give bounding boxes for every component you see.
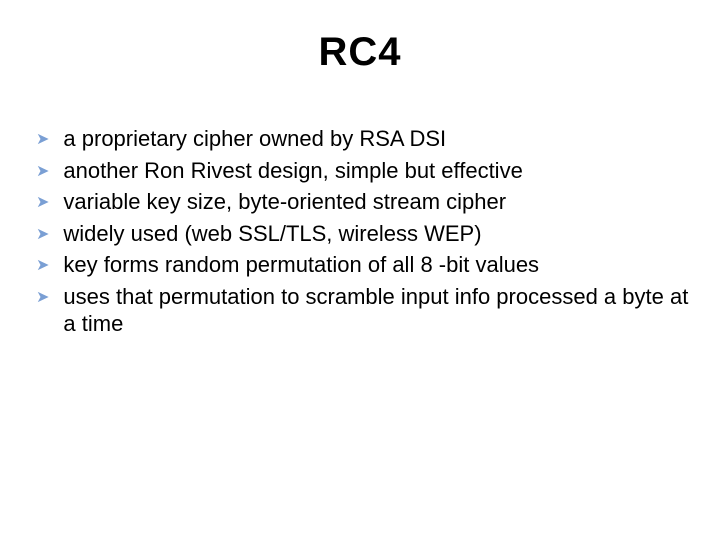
list-item: ➤ uses that permutation to scramble inpu… — [36, 283, 690, 338]
bullet-text: a proprietary cipher owned by RSA DSI — [63, 125, 690, 153]
bullet-text: widely used (web SSL/TLS, wireless WEP) — [63, 220, 690, 248]
bullet-list: ➤ a proprietary cipher owned by RSA DSI … — [30, 125, 690, 338]
slide: RC4 ➤ a proprietary cipher owned by RSA … — [0, 0, 720, 540]
slide-title: RC4 — [30, 30, 690, 75]
bullet-icon: ➤ — [36, 162, 49, 182]
bullet-text: key forms random permutation of all 8 -b… — [63, 251, 690, 279]
bullet-text: uses that permutation to scramble input … — [63, 283, 690, 338]
bullet-text: variable key size, byte-oriented stream … — [63, 188, 690, 216]
list-item: ➤ another Ron Rivest design, simple but … — [36, 157, 690, 185]
bullet-icon: ➤ — [36, 288, 49, 308]
list-item: ➤ key forms random permutation of all 8 … — [36, 251, 690, 279]
bullet-icon: ➤ — [36, 193, 49, 213]
bullet-text: another Ron Rivest design, simple but ef… — [63, 157, 690, 185]
list-item: ➤ variable key size, byte-oriented strea… — [36, 188, 690, 216]
list-item: ➤ a proprietary cipher owned by RSA DSI — [36, 125, 690, 153]
bullet-icon: ➤ — [36, 256, 49, 276]
list-item: ➤ widely used (web SSL/TLS, wireless WEP… — [36, 220, 690, 248]
bullet-icon: ➤ — [36, 225, 49, 245]
bullet-icon: ➤ — [36, 130, 49, 150]
